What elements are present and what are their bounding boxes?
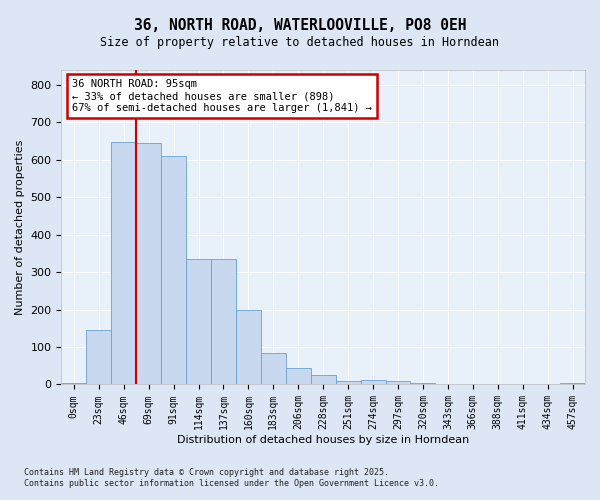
Bar (86, 330, 111, 384)
Bar (361, 380, 386, 384)
Bar (111, 142, 136, 384)
Text: 36, NORTH ROAD, WATERLOOVILLE, PO8 0EH: 36, NORTH ROAD, WATERLOOVILLE, PO8 0EH (134, 18, 466, 32)
Bar (386, 380, 410, 384)
Bar (136, 143, 161, 384)
Bar (236, 310, 261, 384)
Text: Size of property relative to detached houses in Horndean: Size of property relative to detached ho… (101, 36, 499, 49)
Bar (286, 368, 311, 384)
Bar (211, 259, 236, 384)
Bar (186, 259, 211, 384)
Bar (61, 382, 86, 384)
Text: Contains HM Land Registry data © Crown copyright and database right 2025.
Contai: Contains HM Land Registry data © Crown c… (24, 468, 439, 487)
Bar (311, 375, 335, 384)
Bar (335, 380, 361, 384)
Bar (161, 156, 186, 384)
X-axis label: Distribution of detached houses by size in Horndean: Distribution of detached houses by size … (177, 435, 469, 445)
Bar (410, 382, 436, 384)
Y-axis label: Number of detached properties: Number of detached properties (15, 140, 25, 315)
Bar (560, 382, 585, 384)
Bar (261, 354, 286, 384)
Text: 36 NORTH ROAD: 95sqm
← 33% of detached houses are smaller (898)
67% of semi-deta: 36 NORTH ROAD: 95sqm ← 33% of detached h… (72, 80, 372, 112)
